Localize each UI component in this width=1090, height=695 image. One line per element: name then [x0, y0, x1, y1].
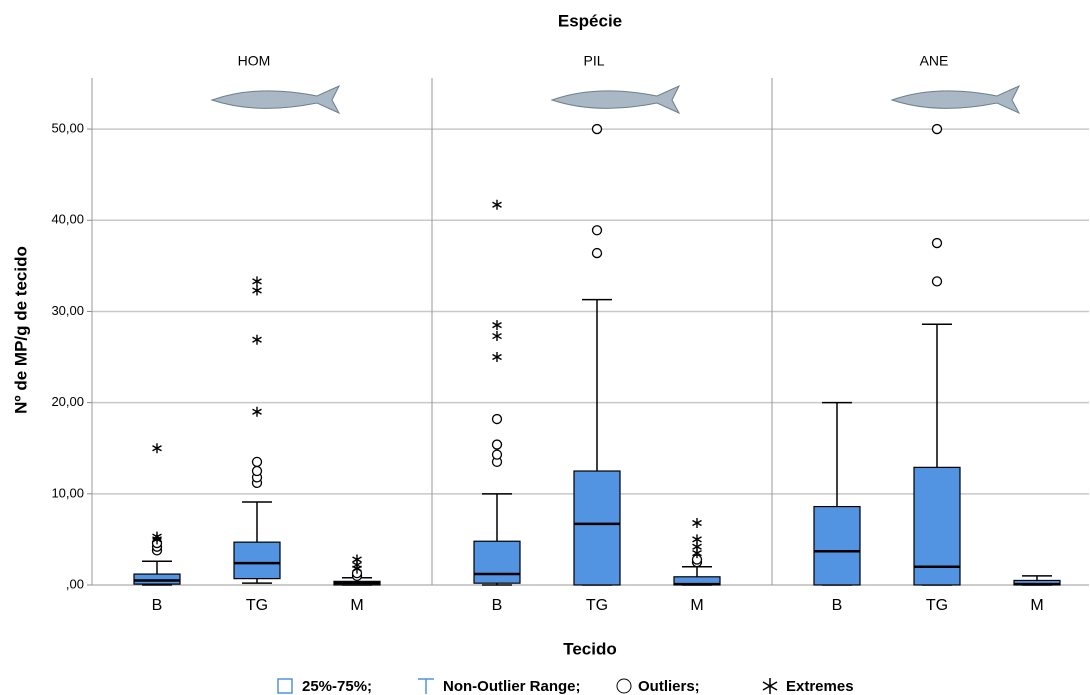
y-tick-label: 40,00 [51, 212, 84, 227]
outlier [251, 465, 263, 477]
panel-title: PIL [583, 53, 604, 69]
chart-title: Espécie [558, 11, 622, 30]
box [573, 470, 621, 586]
y-tick-label: 10,00 [51, 485, 84, 500]
legend-outlier-icon [616, 678, 632, 694]
fish-icon [210, 84, 341, 115]
y-tick-label: 20,00 [51, 394, 84, 409]
legend-extreme-icon [762, 678, 778, 694]
y-tick-label: 50,00 [51, 121, 84, 136]
outlier [931, 276, 943, 287]
x-tick-label: B [152, 597, 163, 614]
x-tick-label: TG [586, 597, 608, 614]
box [233, 541, 281, 580]
extreme [692, 517, 702, 528]
panel-title: HOM [238, 53, 271, 69]
outlier [931, 237, 943, 249]
legend-outliers: Outliers; [638, 678, 700, 695]
fish-icon [550, 84, 681, 115]
outlier [591, 123, 603, 135]
outlier [931, 123, 943, 135]
extreme [492, 331, 502, 342]
extreme [252, 334, 262, 345]
x-tick-label: B [492, 597, 503, 614]
extreme [492, 320, 502, 331]
x-tick-label: TG [926, 597, 948, 614]
outlier [491, 449, 503, 460]
outlier [491, 413, 503, 425]
extreme [492, 352, 502, 363]
legend-box: 25%-75%; [302, 678, 372, 695]
x-tick-label: B [832, 597, 843, 614]
extreme [692, 534, 702, 545]
outlier [491, 439, 503, 450]
outlier [591, 225, 603, 236]
x-tick-label: M [350, 597, 363, 614]
fish-icon [890, 84, 1021, 115]
y-axis-title: Nº de MP/g de tecido [11, 246, 30, 414]
extreme [252, 406, 262, 417]
legend-box-icon [277, 678, 293, 694]
extreme [152, 531, 162, 542]
y-tick-label: 30,00 [51, 303, 84, 318]
legend-range: Non-Outlier Range; [443, 678, 581, 695]
extreme [492, 199, 502, 210]
legend-range-icon [418, 678, 434, 694]
panel-title: ANE [920, 53, 949, 69]
legend: 25%-75%; Non-Outlier Range; Outliers; Ex… [277, 678, 854, 695]
extreme [352, 554, 362, 565]
y-tick-label: ,00 [66, 576, 84, 591]
x-tick-label: TG [246, 597, 268, 614]
x-tick-label: M [690, 597, 703, 614]
legend-extremes: Extremes [786, 678, 854, 695]
box [813, 505, 861, 586]
x-axis-title: Tecido [563, 639, 617, 658]
x-tick-label: M [1030, 597, 1043, 614]
extreme [252, 285, 262, 296]
extreme [152, 443, 162, 454]
extreme [252, 276, 262, 287]
box [133, 573, 181, 585]
outlier [251, 456, 263, 468]
box [913, 466, 961, 586]
box [473, 540, 521, 584]
outlier [591, 247, 603, 259]
